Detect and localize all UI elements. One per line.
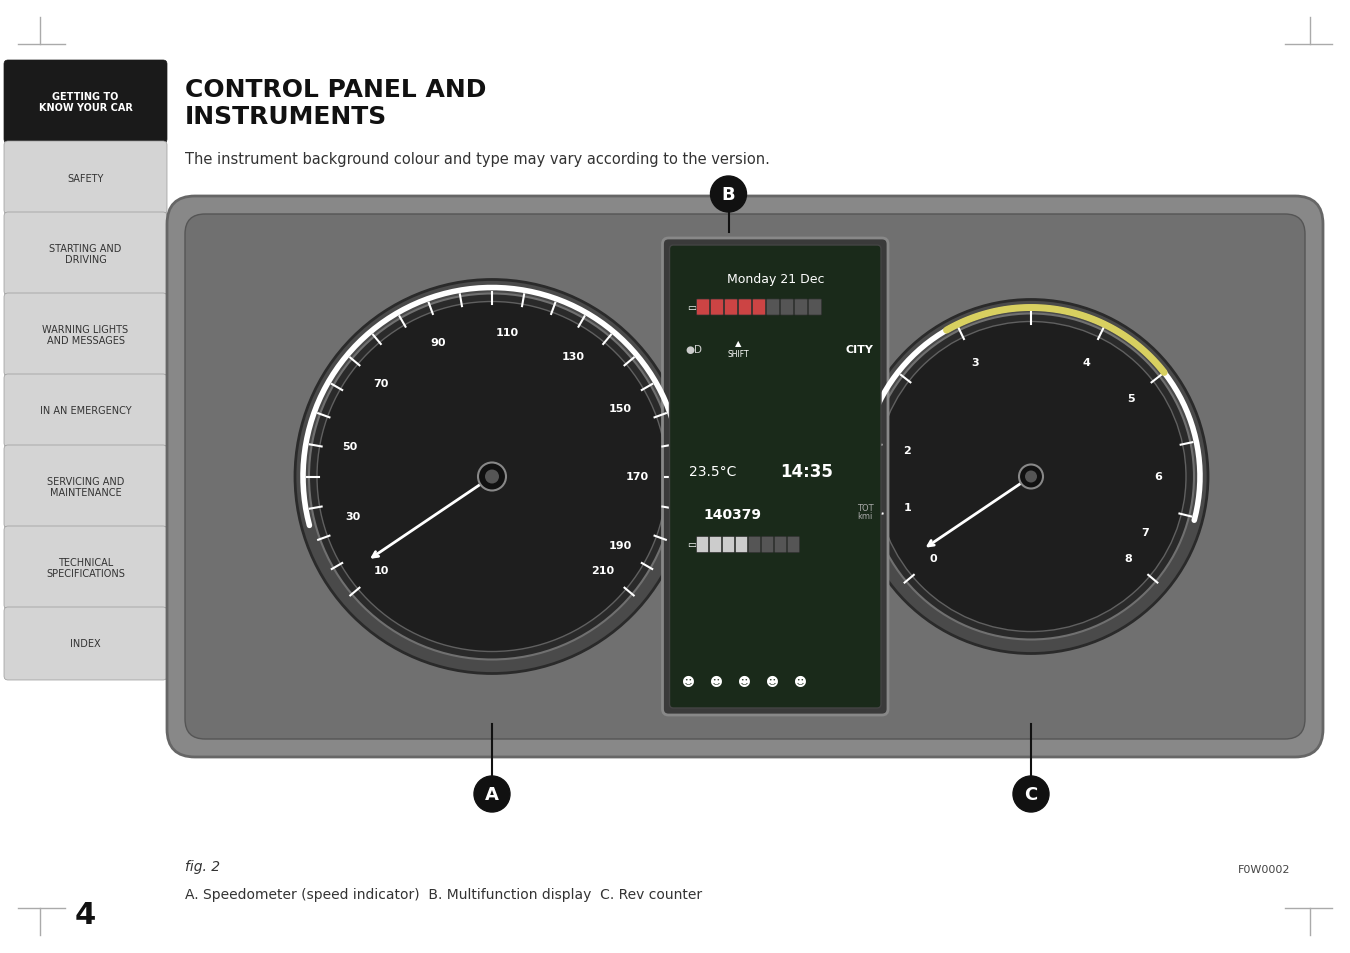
Text: A: A xyxy=(485,785,500,803)
Text: 190: 190 xyxy=(609,540,632,550)
Text: STARTING AND
DRIVING: STARTING AND DRIVING xyxy=(50,243,122,265)
FancyBboxPatch shape xyxy=(710,537,721,553)
Text: CONTROL PANEL AND
INSTRUMENTS: CONTROL PANEL AND INSTRUMENTS xyxy=(185,78,486,129)
FancyBboxPatch shape xyxy=(663,239,888,716)
Circle shape xyxy=(309,294,675,659)
Text: IN AN EMERGENCY: IN AN EMERGENCY xyxy=(39,406,131,416)
FancyBboxPatch shape xyxy=(167,196,1323,758)
Text: 2: 2 xyxy=(903,446,911,456)
FancyBboxPatch shape xyxy=(185,214,1305,740)
Text: The instrument background colour and type may vary according to the version.: The instrument background colour and typ… xyxy=(185,152,770,167)
Text: 130: 130 xyxy=(562,352,585,362)
FancyBboxPatch shape xyxy=(787,537,799,553)
Text: 30: 30 xyxy=(346,512,360,522)
Circle shape xyxy=(474,776,510,812)
FancyBboxPatch shape xyxy=(4,142,167,214)
Text: TOT
kmi: TOT kmi xyxy=(857,503,873,520)
FancyBboxPatch shape xyxy=(4,294,167,376)
FancyBboxPatch shape xyxy=(722,537,734,553)
Text: ▲: ▲ xyxy=(736,339,741,348)
Text: 90: 90 xyxy=(429,337,446,348)
Circle shape xyxy=(1025,471,1037,483)
Text: 1: 1 xyxy=(904,502,911,513)
Text: ☻: ☻ xyxy=(738,676,751,689)
FancyBboxPatch shape xyxy=(4,446,167,529)
Text: ☻: ☻ xyxy=(794,676,807,689)
Circle shape xyxy=(296,280,688,674)
Text: ☻: ☻ xyxy=(765,676,779,689)
Text: 4: 4 xyxy=(1083,358,1091,368)
Text: PETROL VERSIONS: PETROL VERSIONS xyxy=(185,198,352,213)
FancyBboxPatch shape xyxy=(725,299,737,315)
Text: 8: 8 xyxy=(1125,554,1133,563)
FancyBboxPatch shape xyxy=(710,299,724,315)
Text: 70: 70 xyxy=(373,379,389,389)
Text: 3: 3 xyxy=(972,358,979,368)
FancyBboxPatch shape xyxy=(780,299,794,315)
Circle shape xyxy=(1012,776,1049,812)
FancyBboxPatch shape xyxy=(4,213,167,295)
Text: 150: 150 xyxy=(609,404,632,414)
Text: ●D: ●D xyxy=(686,345,702,355)
Text: GETTING TO
KNOW YOUR CAR: GETTING TO KNOW YOUR CAR xyxy=(39,91,132,113)
Text: ☻: ☻ xyxy=(710,676,724,689)
Text: INDEX: INDEX xyxy=(70,639,101,649)
Text: A. Speedometer (speed indicator)  B. Multifunction display  C. Rev counter: A. Speedometer (speed indicator) B. Mult… xyxy=(185,887,702,901)
Text: ☻: ☻ xyxy=(682,676,695,689)
Circle shape xyxy=(868,314,1193,639)
FancyBboxPatch shape xyxy=(697,299,710,315)
Text: TECHNICAL
SPECIFICATIONS: TECHNICAL SPECIFICATIONS xyxy=(46,558,126,578)
FancyBboxPatch shape xyxy=(795,299,807,315)
Text: B: B xyxy=(722,186,736,204)
Circle shape xyxy=(876,322,1187,632)
Circle shape xyxy=(478,463,506,491)
Text: CITY: CITY xyxy=(845,345,873,355)
FancyBboxPatch shape xyxy=(809,299,822,315)
FancyBboxPatch shape xyxy=(738,299,752,315)
Text: 210: 210 xyxy=(591,565,614,575)
Circle shape xyxy=(1019,465,1044,489)
Text: 50: 50 xyxy=(343,442,358,452)
Text: SERVICING AND
MAINTENANCE: SERVICING AND MAINTENANCE xyxy=(47,476,124,497)
FancyBboxPatch shape xyxy=(697,537,709,553)
Text: 14:35: 14:35 xyxy=(780,463,833,481)
Text: 4: 4 xyxy=(74,901,96,929)
Text: 6: 6 xyxy=(1154,472,1162,482)
Text: Monday 21 Dec: Monday 21 Dec xyxy=(726,274,824,286)
FancyBboxPatch shape xyxy=(775,537,787,553)
Circle shape xyxy=(855,300,1208,654)
Circle shape xyxy=(485,470,500,484)
FancyBboxPatch shape xyxy=(670,246,882,708)
FancyBboxPatch shape xyxy=(4,375,167,448)
Text: 110: 110 xyxy=(495,328,518,338)
Text: ▭: ▭ xyxy=(687,303,697,313)
FancyBboxPatch shape xyxy=(748,537,760,553)
Text: C: C xyxy=(1025,785,1038,803)
Text: 140379: 140379 xyxy=(703,508,761,522)
FancyBboxPatch shape xyxy=(4,607,167,680)
Text: fig. 2: fig. 2 xyxy=(185,859,220,873)
Text: 23.5°C: 23.5°C xyxy=(688,465,736,479)
FancyBboxPatch shape xyxy=(761,537,774,553)
FancyBboxPatch shape xyxy=(767,299,779,315)
Circle shape xyxy=(317,302,667,652)
FancyBboxPatch shape xyxy=(4,526,167,609)
FancyBboxPatch shape xyxy=(4,61,167,144)
Circle shape xyxy=(710,177,747,213)
Text: 7: 7 xyxy=(1141,528,1149,537)
Text: SHIFT: SHIFT xyxy=(728,350,749,359)
Text: 5: 5 xyxy=(1127,394,1135,404)
Text: 10: 10 xyxy=(373,565,389,575)
Text: ▭: ▭ xyxy=(687,540,697,550)
Text: F0W0002: F0W0002 xyxy=(1238,864,1291,874)
Text: 170: 170 xyxy=(625,472,648,482)
Text: WARNING LIGHTS
AND MESSAGES: WARNING LIGHTS AND MESSAGES xyxy=(42,324,128,346)
Text: 0: 0 xyxy=(930,554,937,563)
FancyBboxPatch shape xyxy=(752,299,765,315)
Text: SAFETY: SAFETY xyxy=(68,173,104,183)
FancyBboxPatch shape xyxy=(736,537,748,553)
